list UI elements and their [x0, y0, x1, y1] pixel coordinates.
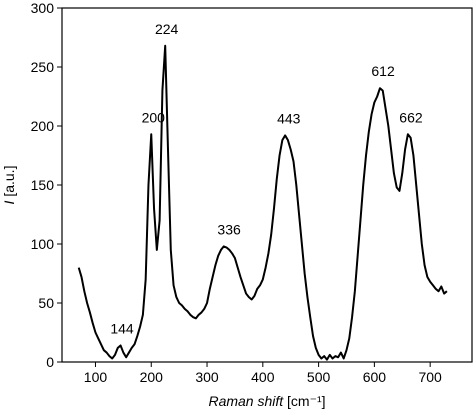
peak-label: 200 — [142, 109, 166, 125]
x-axis-label: Raman shift [cm⁻¹] — [208, 393, 325, 409]
x-tick-label: 100 — [84, 369, 108, 385]
y-tick-label: 300 — [31, 0, 55, 16]
peak-label: 612 — [371, 63, 395, 79]
y-tick-label: 0 — [46, 354, 54, 370]
y-tick-label: 100 — [31, 236, 55, 252]
peak-label: 336 — [217, 221, 241, 237]
peak-label: 662 — [399, 109, 423, 125]
plot-frame — [61, 7, 473, 363]
y-axis-label: I [a.u.] — [1, 166, 17, 205]
peak-label: 224 — [155, 21, 179, 37]
y-tick-label: 150 — [31, 177, 55, 193]
x-tick-label: 600 — [363, 369, 387, 385]
x-label-main: Raman shift — [208, 393, 284, 409]
x-tick-label: 300 — [195, 369, 219, 385]
y-label-main: I — [1, 200, 17, 204]
peak-label: 144 — [110, 320, 134, 336]
y-label-unit: [a.u.] — [1, 166, 17, 197]
x-tick-label: 200 — [140, 369, 164, 385]
peak-label: 443 — [277, 110, 301, 126]
x-tick-label: 500 — [307, 369, 331, 385]
y-tick-label: 200 — [31, 118, 55, 134]
x-tick-label: 400 — [251, 369, 275, 385]
x-tick-label: 700 — [418, 369, 442, 385]
y-tick-label: 250 — [31, 59, 55, 75]
spectrum-line — [77, 44, 448, 361]
x-label-unit: [cm⁻¹] — [287, 393, 326, 409]
y-tick-label: 50 — [38, 295, 54, 311]
